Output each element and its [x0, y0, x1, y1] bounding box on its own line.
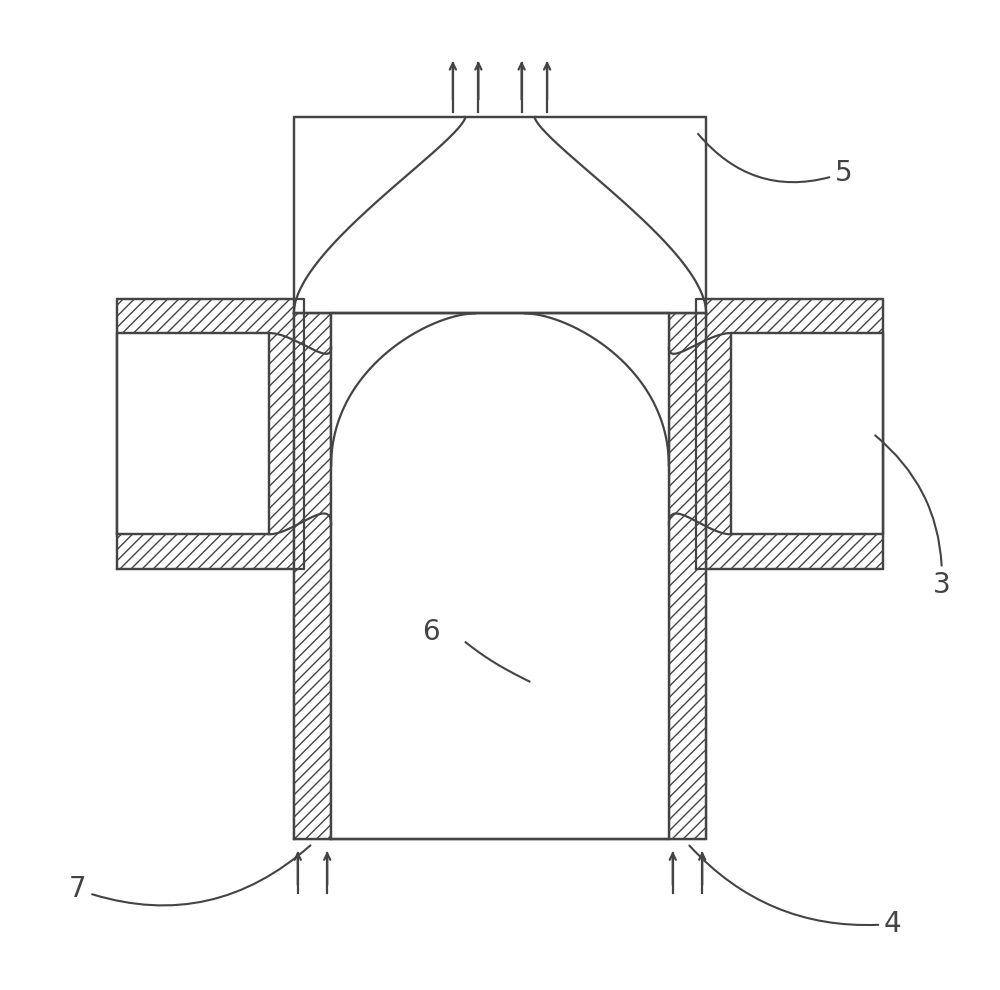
- Bar: [731, 333, 883, 535]
- Text: 5: 5: [698, 134, 852, 187]
- Bar: [117, 333, 269, 535]
- Bar: [331, 314, 669, 839]
- Text: 4: 4: [689, 845, 901, 938]
- Text: 7: 7: [69, 845, 310, 906]
- Bar: [294, 314, 331, 839]
- Bar: [696, 299, 883, 568]
- Bar: [117, 299, 304, 568]
- Text: 6: 6: [422, 619, 440, 646]
- Bar: [669, 314, 706, 839]
- Bar: [294, 314, 706, 839]
- Bar: [294, 117, 706, 314]
- Text: 3: 3: [875, 436, 951, 599]
